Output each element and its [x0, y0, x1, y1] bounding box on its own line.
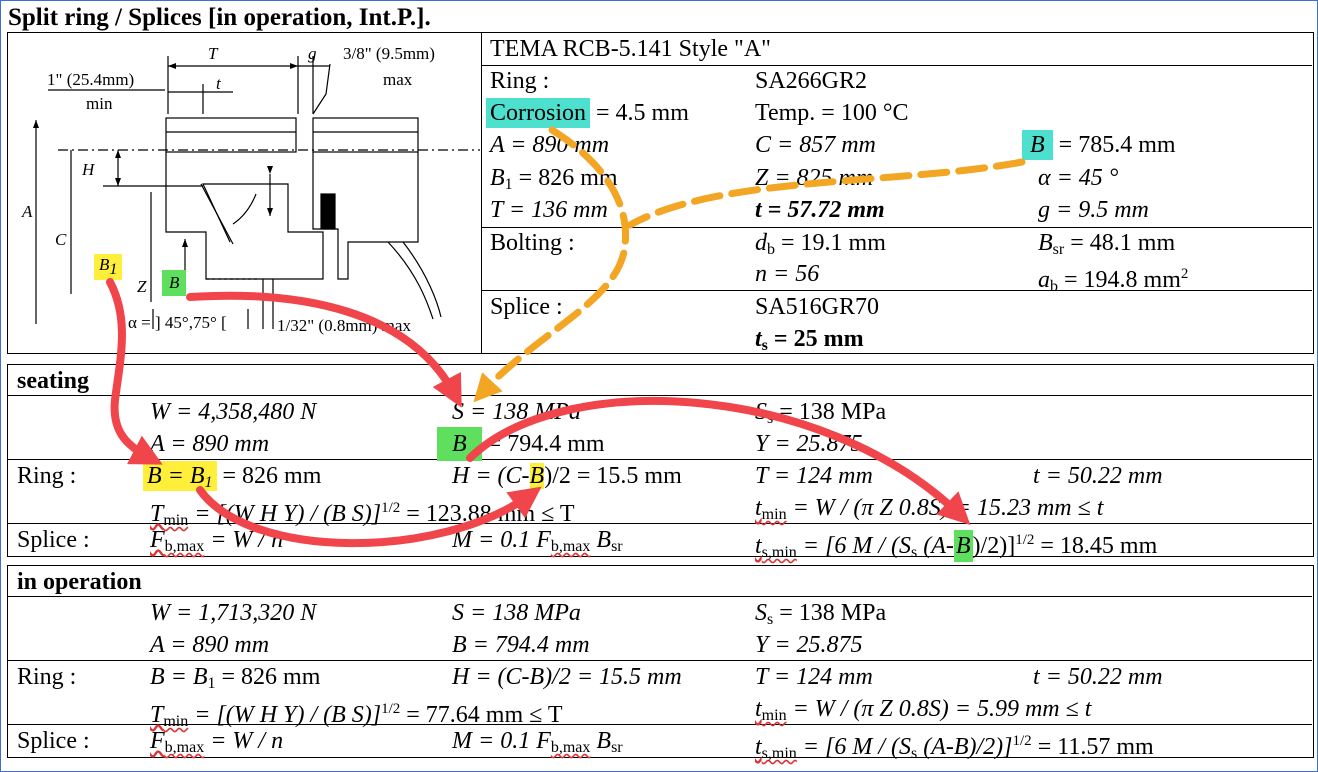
operation-W: W = 1,713,320 N [150, 600, 317, 626]
operation-tmin: tmin = W / (π Z 0.8S) = 5.99 mm ≤ t [755, 696, 1092, 724]
fig-label-C: C [55, 230, 67, 249]
fig-label-alpha: α = ] 45°,75° [ [128, 313, 227, 332]
tema-C: C = 857 mm [755, 132, 876, 158]
fig-label-gap-bottom: 1/32" (0.8mm) max [277, 316, 411, 335]
tema-B1: B1 = 826 mm [490, 165, 618, 193]
fig-label-g: g [308, 44, 317, 63]
seating-A: A = 890 mm [150, 431, 270, 457]
tema-ring-label: Ring : [490, 68, 550, 94]
seating-splice-label: Splice : [17, 527, 90, 553]
tema-Bsr: Bsr = 48.1 mm [1038, 230, 1176, 258]
operation-header: in operation [17, 569, 142, 595]
seating-M: M = 0.1 Fb,max Bsr [452, 527, 623, 555]
tema-ts: ts = 25 mm [755, 326, 864, 354]
fig-label-Z: Z [137, 277, 147, 296]
fig-label-min-len: 1" (25.4mm) [47, 70, 135, 89]
operation-Y: Y = 25.875 [755, 632, 863, 658]
tema-temp: Temp. = 100 °C [755, 100, 909, 126]
tema-n: n = 56 [755, 261, 820, 287]
tema-Z: Z = 825 mm [755, 165, 874, 191]
seating-S: S = 138 MPa [452, 399, 581, 425]
operation-Fb: Fb,max = W / n [150, 728, 284, 756]
seating-Fb: Fb,max = W / n [150, 527, 284, 555]
fig-label-H: H [82, 160, 95, 179]
tema-db: db = 19.1 mm [755, 230, 886, 258]
tema-bolting-label: Bolting : [490, 230, 575, 256]
tema-t: t = 57.72 mm [755, 197, 885, 223]
tema-corrosion: Corrosion = 4.5 mm [486, 98, 689, 128]
tema-alpha: α = 45 ° [1038, 165, 1119, 191]
operation-H: H = (C-B)/2 = 15.5 mm [452, 664, 682, 690]
fig-label-T: T [208, 44, 218, 63]
operation-splice-label: Splice : [17, 728, 90, 754]
operation-M: M = 0.1 Fb,max Bsr [452, 728, 623, 756]
operation-Tmin: Tmin = [(W H Y) / (B S)]1/2 = 77.64 mm ≤… [150, 701, 563, 730]
operation-B: B = 794.4 mm [452, 632, 590, 658]
fig-label-max-gap: 3/8" (9.5mm) [343, 44, 435, 63]
fig-label-B1: B1 [94, 254, 123, 280]
operation-S: S = 138 MPa [452, 600, 581, 626]
operation-tsmin: ts,min = [6 M / (Ss (A-B)/2)]1/2 = 11.57… [755, 733, 1154, 762]
page-title: Split ring / Splices [in operation, Int.… [8, 4, 431, 31]
tema-B: B = 785.4 mm [1022, 130, 1176, 160]
tema-splice-material: SA516GR70 [755, 294, 880, 320]
top-table [7, 32, 1314, 354]
operation-t: t = 50.22 mm [1033, 664, 1163, 690]
fig-label-t: t [216, 74, 221, 93]
tema-A: A = 890 mm [490, 132, 610, 158]
operation-A: A = 890 mm [150, 632, 270, 658]
tema-ring-material: SA266GR2 [755, 68, 868, 94]
seating-tmin: tmin = W / (π Z 0.8S) = 15.23 mm ≤ t [755, 495, 1104, 523]
seating-H: H = (C-B)/2 = 15.5 mm [452, 463, 682, 489]
tema-header: TEMA RCB-5.141 Style "A" [490, 36, 771, 62]
seating-ring-label: Ring : [17, 463, 77, 489]
operation-BB1: B = B1 = 826 mm [150, 664, 321, 692]
seating-table [7, 364, 1314, 557]
split-ring-drawing [33, 56, 480, 329]
operation-table [7, 565, 1314, 758]
tema-g: g = 9.5 mm [1038, 197, 1149, 223]
seating-t: t = 50.22 mm [1033, 463, 1163, 489]
fig-label-B: B [162, 270, 187, 296]
operation-Ss: Ss = 138 MPa [755, 600, 887, 628]
top-divider [481, 33, 482, 353]
operation-ring-label: Ring : [17, 664, 77, 690]
fig-label-min: min [86, 94, 113, 113]
operation-T: T = 124 mm [755, 664, 873, 690]
corrosion-highlight: Corrosion [486, 98, 590, 128]
tema-ab: ab = 194.8 mm2 [1038, 266, 1189, 295]
seating-Y: Y = 25.875 [755, 431, 863, 457]
fig-label-A: A [22, 202, 33, 221]
seating-tsmin: ts,min = [6 M / (Ss (A-B)/2)]1/2 = 18.45… [755, 530, 1158, 562]
seating-W: W = 4,358,480 N [150, 399, 317, 425]
seating-T: T = 124 mm [755, 463, 873, 489]
tema-splice-label: Splice : [490, 294, 563, 320]
seating-Ss: Ss = 138 MPa [755, 399, 887, 427]
seating-BB1: B = B1 = 826 mm [143, 461, 321, 497]
seating-B: B = 794.4 mm [437, 427, 605, 461]
fig-label-max: max [383, 70, 413, 89]
seating-header: seating [17, 368, 89, 394]
tema-T: T = 136 mm [490, 197, 608, 223]
